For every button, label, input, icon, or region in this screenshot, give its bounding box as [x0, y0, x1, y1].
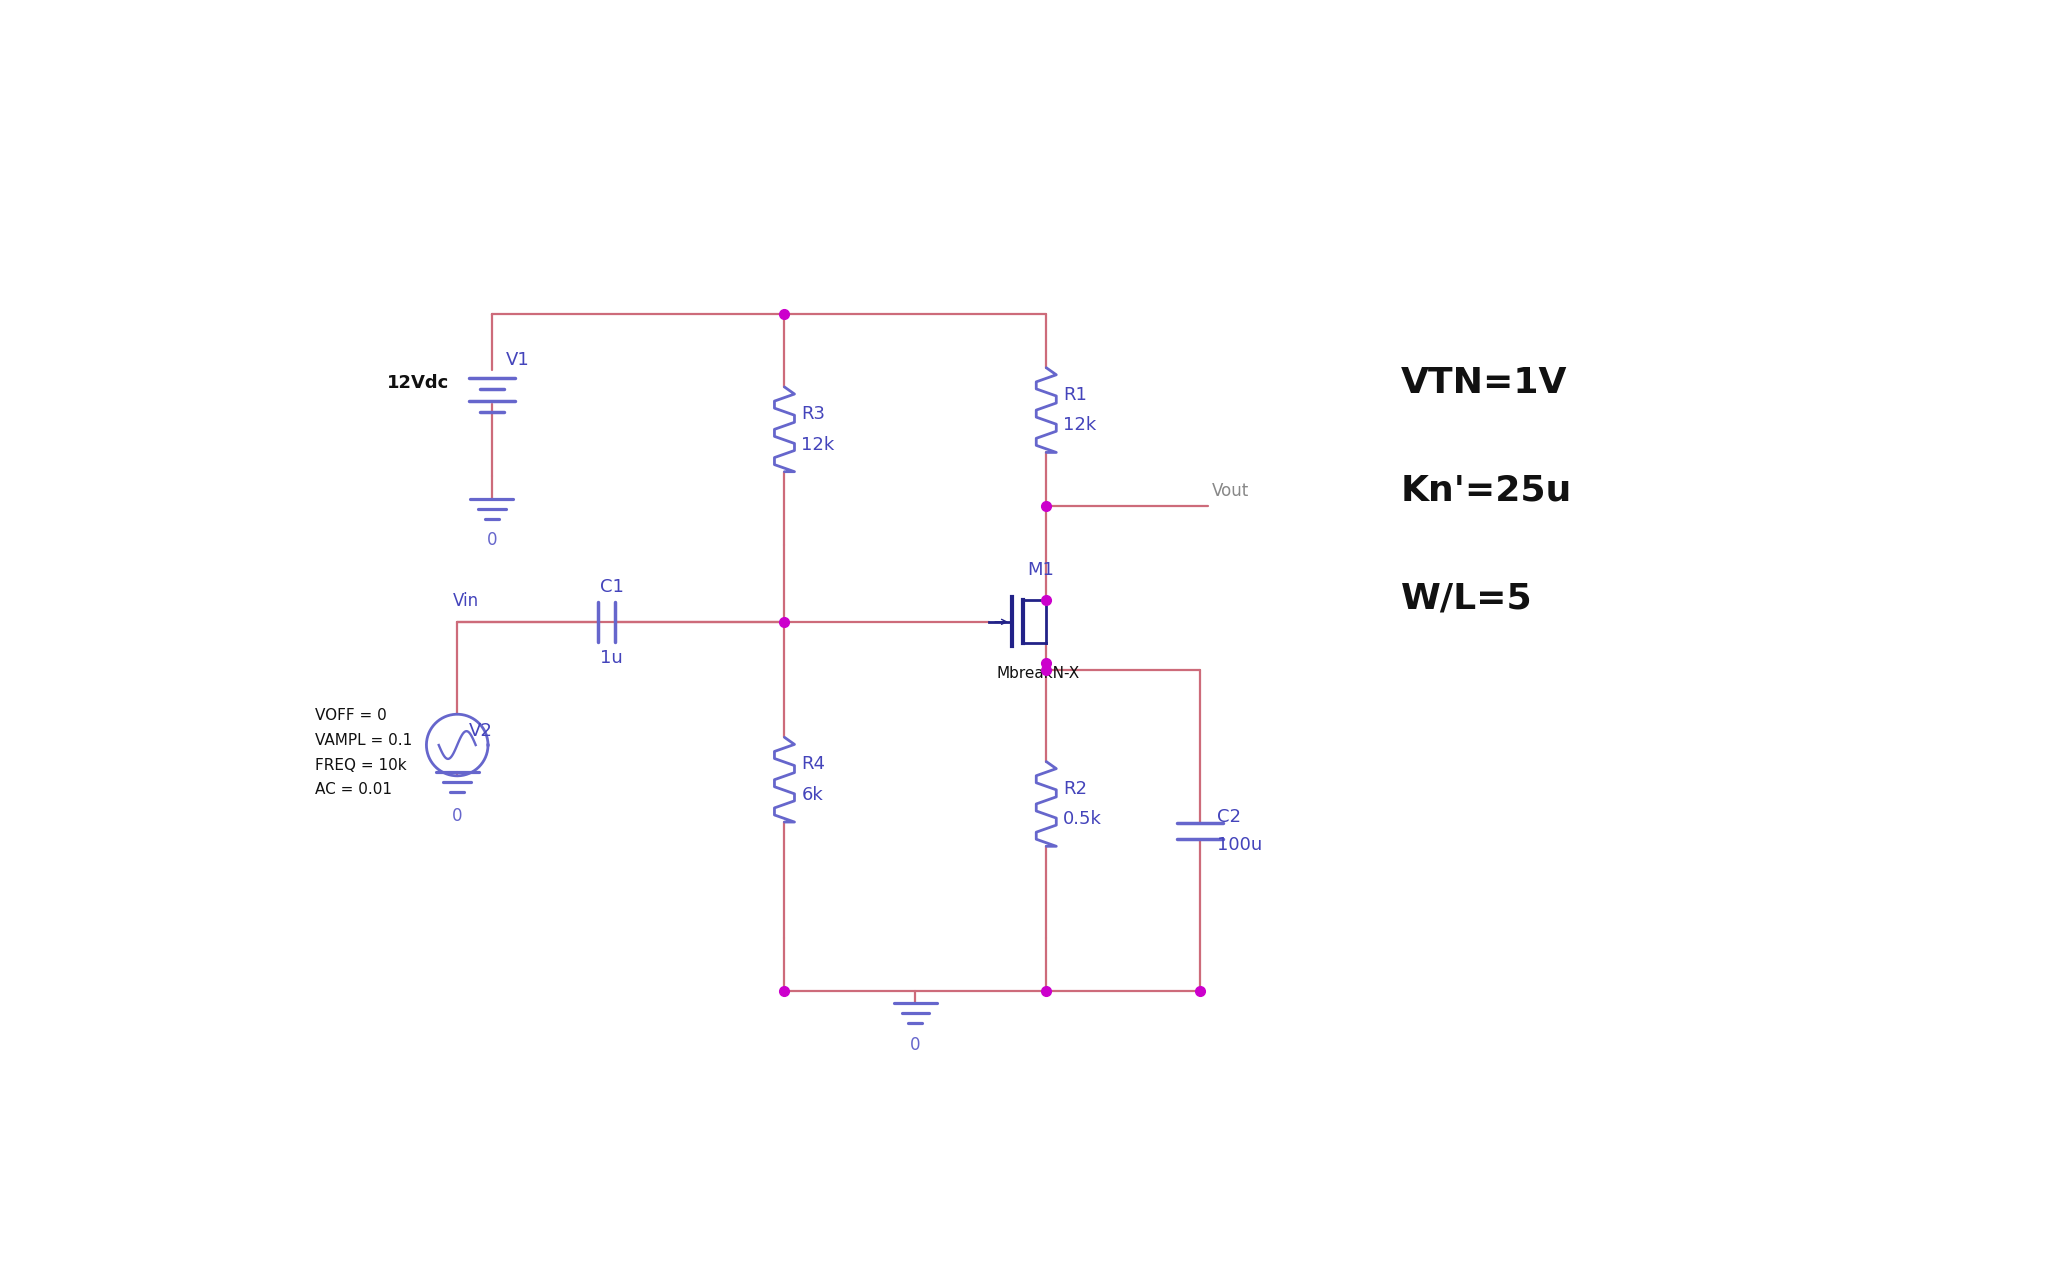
Text: Kn'=25u: Kn'=25u: [1399, 474, 1571, 508]
Text: V2: V2: [469, 722, 493, 740]
Text: R3: R3: [802, 405, 825, 423]
Text: R4: R4: [802, 755, 825, 773]
Text: R2: R2: [1064, 780, 1086, 798]
Text: VTN=1V: VTN=1V: [1399, 366, 1567, 400]
Text: 0: 0: [910, 1036, 921, 1054]
Text: MbreakN-X: MbreakN-X: [996, 667, 1080, 682]
Text: FREQ = 10k: FREQ = 10k: [315, 758, 407, 772]
Text: AC = 0.01: AC = 0.01: [315, 782, 391, 797]
Text: 100u: 100u: [1217, 835, 1262, 853]
Text: 0.5k: 0.5k: [1064, 811, 1103, 829]
Text: R1: R1: [1064, 386, 1086, 404]
Text: V1: V1: [505, 351, 530, 369]
Text: Vout: Vout: [1211, 483, 1248, 501]
Text: 12k: 12k: [1064, 417, 1097, 435]
Text: 6k: 6k: [802, 786, 822, 804]
Text: C1: C1: [599, 578, 624, 596]
Text: 12Vdc: 12Vdc: [387, 375, 450, 393]
Text: VAMPL = 0.1: VAMPL = 0.1: [315, 732, 411, 748]
Text: 0: 0: [487, 532, 497, 550]
Text: C2: C2: [1217, 808, 1242, 826]
Text: Vin: Vin: [454, 592, 479, 610]
Text: VOFF = 0: VOFF = 0: [315, 708, 387, 723]
Text: 1u: 1u: [599, 649, 624, 667]
Text: 0: 0: [452, 807, 462, 825]
Text: 12k: 12k: [802, 436, 835, 454]
Text: M1: M1: [1027, 561, 1054, 579]
Text: W/L=5: W/L=5: [1399, 582, 1532, 615]
